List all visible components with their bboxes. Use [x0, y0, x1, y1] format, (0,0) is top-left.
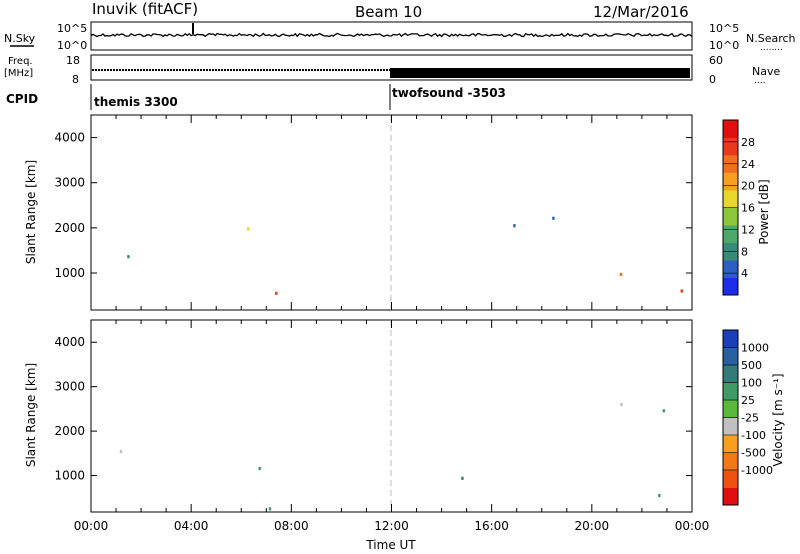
freq-tick-bottom: 8: [72, 73, 79, 86]
colorbar-tick-label: 100: [741, 377, 762, 390]
colorbar-swatch: [723, 137, 738, 156]
nsearch-label: N.Search: [746, 32, 796, 45]
nave-dots: ....: [754, 76, 765, 86]
colorbar-swatch: [723, 277, 738, 296]
velocity-colorbar: 1000 500 100 25 -25 -100 -500 -1000: [722, 329, 773, 506]
y-tick-label: 3000: [54, 176, 85, 190]
colorbar-tick-label: -25: [741, 412, 759, 425]
x-tick-label: 20:00: [575, 519, 610, 533]
freq-label-line1: Freq.: [8, 56, 33, 67]
colorbar-swatch: [723, 452, 738, 471]
power-colorbar-label: Power [dB]: [757, 179, 771, 244]
cpid-label: CPID: [6, 92, 38, 106]
nave-tick-bottom: 0: [709, 73, 716, 86]
x-tick-label: 00:00: [675, 519, 710, 533]
x-tick-label: 12:00: [374, 519, 409, 533]
colorbar-swatch: [723, 330, 738, 348]
colorbar-tick-label: 28: [741, 136, 755, 149]
y-tick-label: 1000: [54, 266, 85, 280]
velocity-panel: 1000 2000 3000 4000 00:00 04:00 08:00 12:00 16:…: [24, 319, 785, 552]
colorbar-swatch: [723, 172, 738, 191]
colorbar-swatch: [723, 382, 738, 401]
nsky-tick-top: 10^5: [57, 22, 87, 35]
nsearch-tick-top: 10^5: [709, 22, 739, 35]
y-tick-label: 4000: [54, 131, 85, 145]
colorbar-tick-label: 20: [741, 180, 755, 193]
power-colorbar: 4 8 12 16 20 24 28: [722, 119, 755, 296]
y-tick-label: 1000: [54, 469, 85, 483]
colorbar-tick-label: 8: [741, 245, 748, 258]
colorbar-swatch: [723, 470, 738, 488]
beam-title: Beam 10: [355, 3, 422, 21]
x-tick-label: 16:00: [474, 519, 509, 533]
velocity-colorbar-label: Velocity [m s⁻¹]: [771, 373, 785, 466]
colorbar-swatch: [723, 225, 738, 243]
colorbar-swatch: [723, 365, 738, 383]
colorbar-swatch: [723, 207, 738, 226]
colorbar-tick-label: 25: [741, 394, 755, 407]
y-tick-label: 2000: [54, 221, 85, 235]
colorbar-swatch: [723, 400, 738, 418]
colorbar-tick-label: 12: [741, 223, 755, 236]
cpid-segment-2: twofsound -3503: [392, 86, 506, 100]
y-tick-label: 4000: [54, 335, 85, 349]
freq-tick-top: 18: [66, 54, 80, 67]
x-tick-label: 04:00: [174, 519, 209, 533]
y-tick-label: 2000: [54, 424, 85, 438]
cpid-segment-1: themis 3300: [94, 95, 178, 109]
colorbar-swatch: [723, 260, 738, 278]
colorbar-swatch: [723, 190, 738, 208]
cpid-strip: CPID themis 3300 twofsound -3503: [6, 84, 506, 110]
freq-strip: Freq. [MHz] 18 8 60 0 Nave ....: [4, 54, 780, 86]
nsky-trace: [90, 32, 693, 38]
nsearch-tick-bottom: 10^0: [709, 39, 739, 52]
colorbar-tick-label: -500: [741, 447, 766, 460]
power-cells: [127, 216, 683, 295]
nave-tick-top: 60: [709, 54, 723, 67]
x-tick-label: 00:00: [74, 519, 109, 533]
colorbar-tick-label: 1000: [741, 342, 769, 355]
y-tick-label: 3000: [54, 380, 85, 394]
colorbar-swatch: [723, 435, 738, 453]
station-title: Inuvik (fitACF): [92, 0, 198, 18]
power-ylabel: Slant Range [km]: [24, 160, 38, 264]
colorbar-swatch: [723, 347, 738, 366]
nsearch-dots: ........: [760, 43, 783, 53]
colorbar-tick-label: 500: [741, 359, 762, 372]
colorbar-tick-label: 16: [741, 202, 755, 215]
colorbar-tick-label: 4: [741, 267, 748, 280]
colorbar-tick-label: -1000: [741, 464, 773, 477]
nsky-label: N.Sky: [4, 32, 36, 45]
nsky-tick-bottom: 10^0: [57, 39, 87, 52]
noise-strip: N.Sky 10^5 10^0 10^5 10^0 N.Search .....…: [4, 21, 796, 53]
x-tick-label: 08:00: [274, 519, 309, 533]
freq-label-line2: [MHz]: [4, 68, 33, 79]
velocity-ylabel: Slant Range [km]: [24, 363, 38, 467]
colorbar-swatch: [723, 120, 738, 138]
date-title: 12/Mar/2016: [593, 3, 689, 21]
x-axis-label: Time UT: [365, 538, 416, 552]
nave-label: Nave: [752, 65, 780, 78]
colorbar-tick-label: -100: [741, 429, 766, 442]
colorbar-swatch: [723, 487, 738, 506]
colorbar-tick-label: 24: [741, 158, 755, 171]
colorbar-swatch: [723, 417, 738, 436]
power-panel: 1000 2000 3000 4000 Slant Range [km] 4 8 12 16…: [24, 114, 771, 311]
velocity-cells: [119, 403, 665, 511]
